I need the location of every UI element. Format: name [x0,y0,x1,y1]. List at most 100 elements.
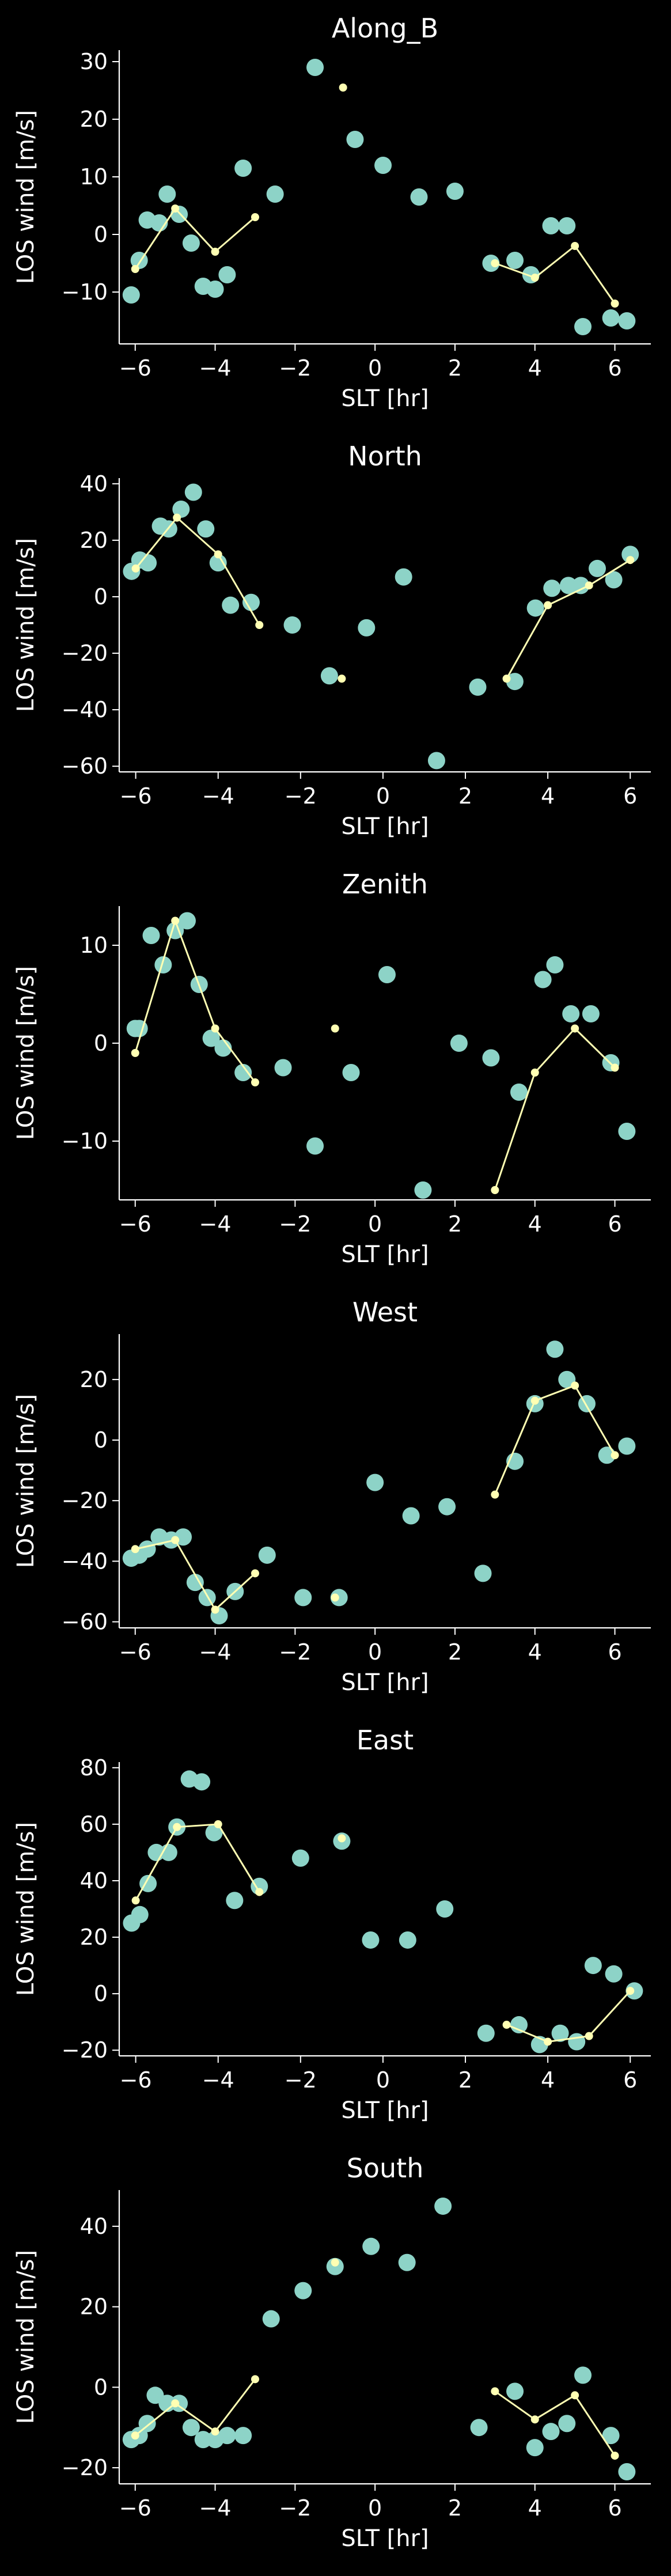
scatter-point [474,1564,492,1582]
line-point [331,1024,339,1033]
line-point [331,1593,339,1602]
scatter-point [582,1005,600,1022]
x-axis-label: SLT [hr] [341,2097,429,2124]
y-tick-label: −40 [62,697,108,722]
scatter-point [546,956,564,973]
scatter-point [218,266,236,283]
x-tick-label: −2 [285,783,317,809]
scatter-point [510,2016,528,2034]
line-point [491,1186,499,1194]
line-point [131,564,140,573]
scatter-point [469,678,487,696]
scatter-point [395,568,412,586]
scatter-point [551,2024,569,2042]
line-point [611,1063,619,1072]
scatter-point [306,1137,324,1155]
y-tick-label: 40 [80,2214,108,2239]
x-tick-label: −4 [199,1639,232,1665]
scatter-point [402,1507,420,1525]
y-tick-label: 30 [80,49,108,74]
y-tick-label: 20 [80,528,108,553]
scatter-point [262,2310,280,2328]
y-tick-label: 40 [80,471,108,497]
scatter-point [621,545,639,563]
chart-title: East [357,1725,414,1756]
scatter-point [366,1473,384,1491]
scatter-point [410,188,428,206]
x-tick-label: 2 [448,1211,462,1237]
scatter-point [294,1589,312,1607]
x-tick-label: 0 [368,2495,382,2521]
y-tick-label: 20 [80,1367,108,1392]
x-tick-label: −2 [279,1639,311,1665]
x-tick-label: 0 [376,783,390,809]
y-axis-label: LOS wind [m/s] [13,1822,39,1996]
chart-title: North [348,441,422,472]
scatter-point [398,2253,416,2271]
line-point [571,1381,579,1390]
scatter-point [274,1059,292,1077]
x-axis-label: SLT [hr] [341,813,429,840]
line-point [571,1024,579,1033]
line-point [251,1078,259,1086]
x-tick-label: 6 [608,1211,621,1237]
line-point [339,84,347,92]
scatter-point [605,571,623,589]
x-tick-label: −4 [202,783,234,809]
line-point [331,2258,339,2267]
line-segment [494,2391,616,2456]
line-series [131,1820,635,2046]
line-segment [135,1823,260,1901]
scatter-point [618,312,636,329]
scatter-point [346,131,364,148]
scatter-point [510,1084,528,1101]
scatter-point [578,1395,596,1412]
line-point [131,1896,140,1905]
line-point [571,2391,579,2400]
x-tick-label: 2 [458,2067,472,2093]
scatter-point [294,2282,312,2300]
scatter-point [234,1064,252,1081]
line-point [585,2032,593,2040]
scatter-point [414,1181,432,1199]
line-point [626,556,635,565]
scatter-point [142,927,160,944]
scatter-point [154,956,172,973]
x-tick-label: 4 [528,2495,542,2521]
y-tick-label: −60 [62,753,108,779]
y-tick-label: 20 [80,107,108,132]
scatter-point [206,281,224,298]
line-point [530,1069,539,1077]
scatter-point [572,577,590,594]
line-point [214,1820,222,1828]
line-point [251,2375,259,2384]
scatter-point [574,2366,592,2384]
scatter-point [506,2382,524,2400]
y-axis-label: LOS wind [m/s] [13,110,39,284]
x-axis-label: SLT [hr] [341,1241,429,1268]
scatter-point [198,1589,216,1607]
x-tick-label: −2 [279,2495,311,2521]
line-point [171,916,180,925]
line-point [544,601,552,609]
line-point [211,2427,219,2436]
line-point [173,1823,181,1831]
y-tick-label: 80 [80,1755,108,1781]
scatter-point [605,1965,623,1983]
x-tick-label: 4 [541,783,555,809]
x-tick-label: 0 [368,1211,382,1237]
scatter-point [542,2423,560,2441]
line-series [131,916,619,1194]
scatter-point [194,2431,212,2449]
line-point [502,2021,511,2029]
scatter-point [193,1773,211,1791]
scatter-point [283,616,301,634]
line-point [530,1396,539,1405]
line-point [530,274,539,282]
x-tick-label: 2 [448,2495,462,2521]
